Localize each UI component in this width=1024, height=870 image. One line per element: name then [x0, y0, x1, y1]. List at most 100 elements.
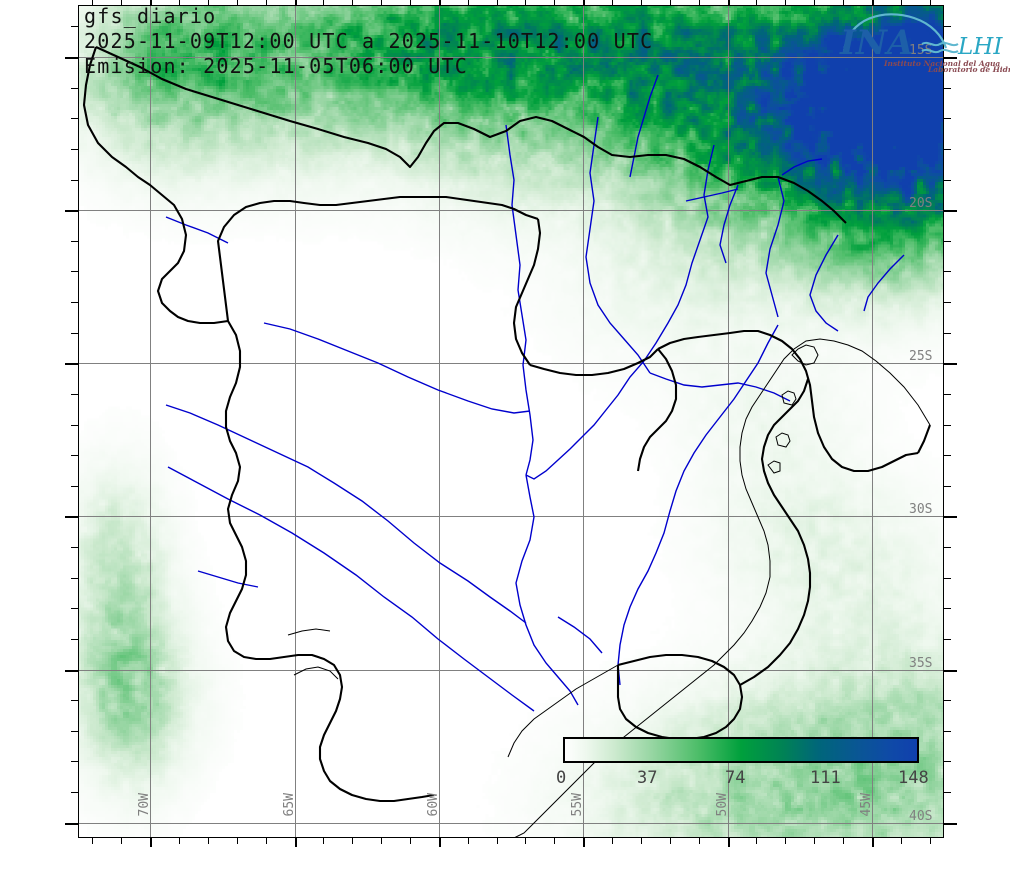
tick-lon--62: [381, 838, 382, 844]
tick-left-lat--33: [71, 608, 78, 609]
tick-lat--39: [944, 792, 951, 793]
tick-lat--24: [944, 333, 951, 334]
tick-lon--68: [208, 838, 209, 844]
tick-left-lat--21: [71, 241, 78, 242]
gridline-lon-60W: [439, 5, 440, 838]
tick-top-lon--63: [352, 0, 353, 5]
map-vector-overlay: [82, 46, 931, 838]
lon-label-45W: 45W: [858, 793, 874, 817]
tick-left-lat--39: [71, 792, 78, 793]
tick-left-lat--16: [71, 88, 78, 89]
tick-top-lon--50: [728, 0, 730, 5]
tick-lat--38: [944, 761, 951, 762]
lat-label-40S: 40S: [909, 808, 933, 824]
tick-lat--28: [944, 455, 951, 456]
tick-left-lat--35: [65, 670, 78, 672]
tick-lon--45: [872, 838, 874, 847]
gridline-lat-25S: [78, 363, 944, 364]
lon-label-70W: 70W: [137, 793, 153, 817]
lat-label-15S: 15S: [909, 43, 933, 59]
tick-lat--34: [944, 639, 951, 640]
tick-lat--23: [944, 302, 951, 303]
title-block: gfs_diario 2025-11-09T12:00 UTC a 2025-1…: [84, 4, 653, 79]
tick-lat--18: [944, 149, 951, 150]
title-emission: Emision: 2025-11-05T06:00 UTC: [84, 54, 468, 78]
tick-lon--48: [785, 838, 786, 844]
tick-left-lat--38: [71, 761, 78, 762]
tick-lat--36: [944, 700, 951, 701]
tick-lon--53: [641, 838, 642, 844]
tick-lat--37: [944, 731, 951, 732]
tick-left-lat--29: [71, 486, 78, 487]
precipitation-raster: [78, 5, 944, 838]
tick-lon--69: [179, 838, 180, 844]
tick-top-lon--61: [410, 0, 411, 5]
tick-top-lon--65: [295, 0, 297, 5]
gridline-lat-20S: [78, 210, 944, 211]
tick-lon--66: [266, 838, 267, 844]
colorbar-tick-148: 148: [898, 768, 929, 788]
tick-top-lon--52: [670, 0, 671, 5]
title-valid-range: 2025-11-09T12:00 UTC a 2025-11-10T12:00 …: [84, 29, 654, 53]
tick-top-lon--71: [121, 0, 122, 5]
logo-ina-text: INA: [839, 23, 913, 63]
gridline-lon-65W: [295, 5, 296, 838]
tick-lon--57: [525, 838, 526, 844]
tick-top-lon--47: [814, 0, 815, 5]
tick-top-lon--59: [468, 0, 469, 5]
tick-top-lon--45: [872, 0, 874, 5]
tick-lat--21: [944, 241, 951, 242]
country-borders: [82, 46, 931, 803]
colorbar: [563, 737, 919, 763]
gridline-lon-55W: [583, 5, 584, 838]
tick-left-lat--40: [65, 823, 78, 825]
tick-top-lon--58: [497, 0, 498, 5]
tick-lat--30: [944, 516, 957, 518]
tick-lon--46: [843, 838, 844, 844]
gridline-lat-35S: [78, 670, 944, 671]
tick-lon--55: [583, 838, 585, 847]
tick-lat--27: [944, 425, 951, 426]
tick-lon--54: [612, 838, 613, 844]
lat-label-25S: 25S: [909, 349, 933, 365]
tick-lat--14: [944, 26, 951, 27]
tick-top-lon--43: [930, 0, 931, 5]
tick-lon--70: [150, 838, 152, 847]
colorbar-tick-111: 111: [810, 768, 841, 788]
tick-lat--40: [944, 823, 957, 825]
river-network: [165, 74, 905, 712]
colorbar-tick-37: 37: [637, 768, 658, 788]
tick-top-lon--54: [612, 0, 613, 5]
tick-lon--60: [439, 838, 441, 847]
tick-lon--56: [554, 838, 555, 844]
tick-lon--59: [468, 838, 469, 844]
lat-label-35S: 35S: [909, 655, 933, 671]
tick-left-lat--27: [71, 425, 78, 426]
gridline-lat-30S: [78, 516, 944, 517]
tick-lat--32: [944, 578, 951, 579]
tick-lon--51: [699, 838, 700, 844]
tick-lat--35: [944, 670, 957, 672]
tick-top-lon--67: [237, 0, 238, 5]
gridline-lat-15S: [78, 57, 944, 58]
tick-left-lat--18: [71, 149, 78, 150]
tick-top-lon--48: [785, 0, 786, 5]
tick-top-lon--68: [208, 0, 209, 5]
tick-top-lon--56: [554, 0, 555, 5]
lon-label-55W: 55W: [570, 793, 586, 817]
tick-top-lon--53: [641, 0, 642, 5]
tick-lon--67: [237, 838, 238, 844]
tick-lon--64: [323, 838, 324, 844]
lon-label-60W: 60W: [425, 793, 441, 817]
tick-left-lat--37: [71, 731, 78, 732]
tick-left-lat--28: [71, 455, 78, 456]
tick-top-lon--57: [525, 0, 526, 5]
tick-lon--49: [756, 838, 757, 844]
tick-lon--43: [930, 838, 931, 844]
tick-lat--26: [944, 394, 951, 395]
map-plot-area: [78, 5, 944, 838]
tick-left-lat--15: [65, 57, 78, 59]
logo-subtitle-lhi: Laboratorio de Hidrologia: [927, 65, 1010, 72]
tick-left-lat--24: [71, 333, 78, 334]
